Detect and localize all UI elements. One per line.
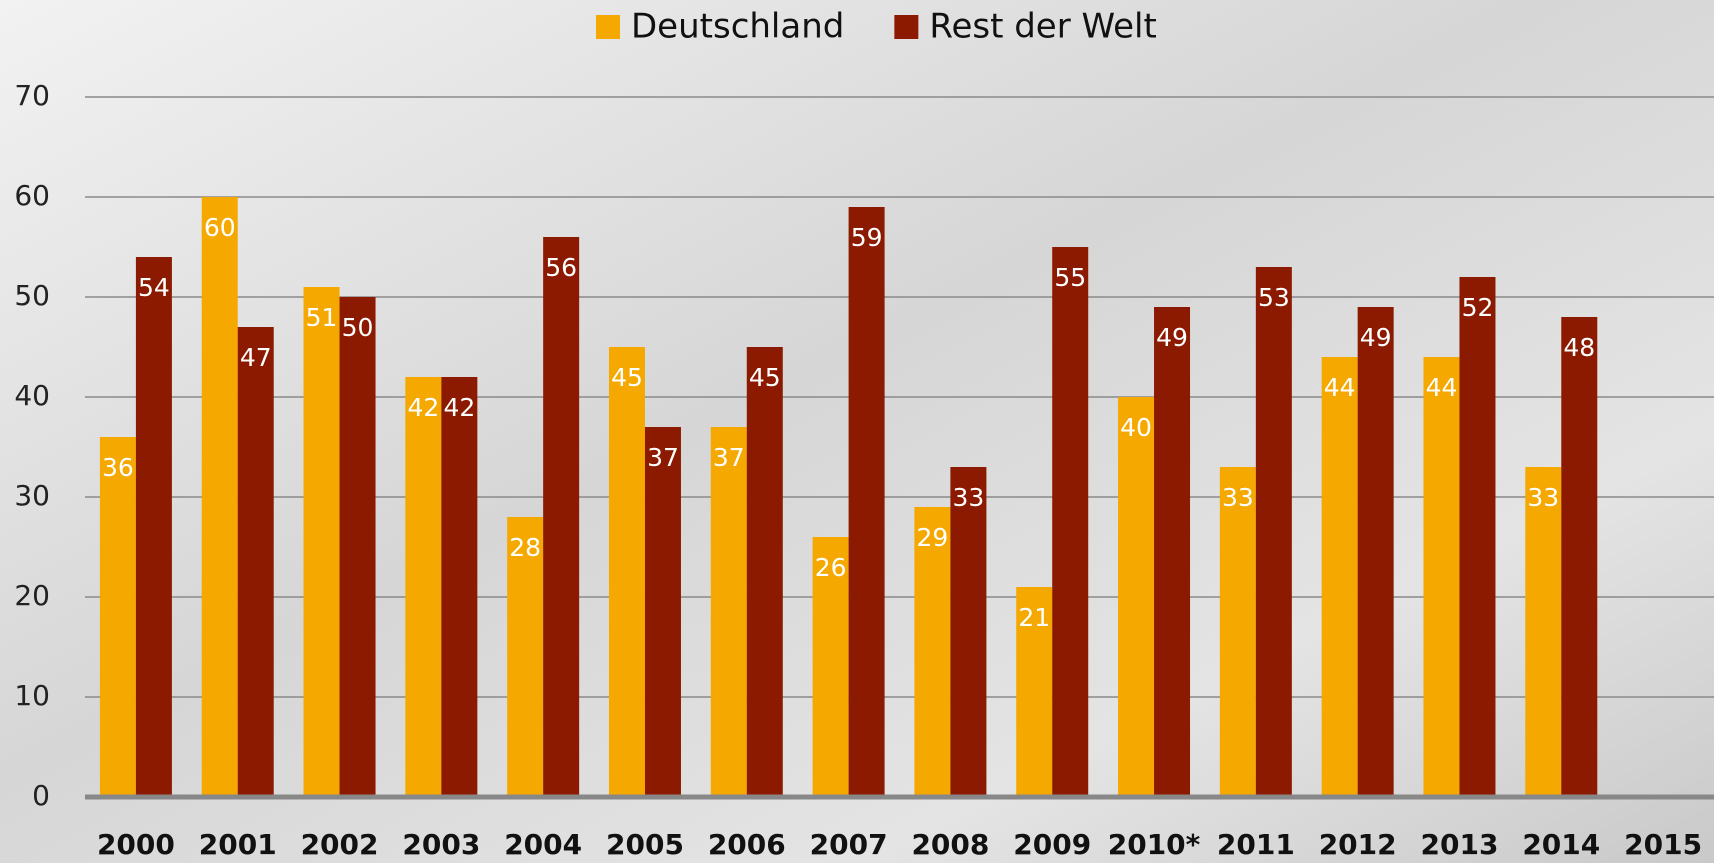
value-label: 53 <box>1258 283 1290 312</box>
x-tick-label: 2005 <box>606 828 684 861</box>
value-label: 40 <box>1120 413 1152 442</box>
x-tick-label: 2015 <box>1624 828 1702 861</box>
x-tick-label: 2004 <box>504 828 582 861</box>
bar <box>100 437 136 797</box>
x-tick-label: 2014 <box>1522 828 1600 861</box>
x-tick-label: 2008 <box>911 828 989 861</box>
y-tick-label: 70 <box>14 79 50 112</box>
y-tick-label: 20 <box>14 579 50 612</box>
value-label: 33 <box>1222 483 1254 512</box>
value-label: 42 <box>443 393 475 422</box>
legend-label: Rest der Welt <box>929 7 1156 47</box>
bar <box>1358 307 1394 797</box>
bar <box>609 347 645 797</box>
y-tick-label: 0 <box>32 779 50 812</box>
value-label: 21 <box>1018 603 1050 632</box>
value-label: 33 <box>1527 483 1559 512</box>
value-label: 47 <box>240 343 272 372</box>
bar <box>304 287 340 797</box>
page: 0 10 20 30 40 50 60 70 Deutschland Rest der Welt 2… <box>0 0 1714 863</box>
legend-swatch <box>596 15 620 39</box>
bar <box>1525 467 1561 797</box>
value-label: 26 <box>815 553 847 582</box>
x-tick-label: 2009 <box>1013 828 1091 861</box>
x-tick-label: 2000 <box>97 828 175 861</box>
value-label: 44 <box>1426 373 1458 402</box>
bar <box>747 347 783 797</box>
bar <box>1256 267 1292 797</box>
x-tick-label: 2012 <box>1319 828 1397 861</box>
value-label: 54 <box>138 273 170 302</box>
legend-label: Deutschland <box>631 7 844 47</box>
legend-swatch <box>894 15 918 39</box>
x-tick-label: 2010* <box>1108 828 1201 861</box>
bar <box>849 207 885 797</box>
y-tick-label: 60 <box>14 179 50 212</box>
bar <box>1220 467 1256 797</box>
value-label: 29 <box>917 523 949 552</box>
x-tick-label: 2013 <box>1421 828 1499 861</box>
value-label: 60 <box>204 213 236 242</box>
value-label: 55 <box>1054 263 1086 292</box>
x-tick-label: 2003 <box>402 828 480 861</box>
x-tick-label: 2011 <box>1217 828 1295 861</box>
value-label: 49 <box>1360 323 1392 352</box>
value-label: 36 <box>102 453 134 482</box>
value-label: 49 <box>1156 323 1188 352</box>
y-tick-label: 30 <box>14 479 50 512</box>
value-label: 51 <box>306 303 338 332</box>
value-label: 45 <box>611 363 643 392</box>
bar <box>1561 317 1597 797</box>
bar <box>340 297 376 797</box>
value-label: 44 <box>1324 373 1356 402</box>
bar <box>1459 277 1495 797</box>
bar <box>238 327 274 797</box>
bar <box>1423 357 1459 797</box>
bar <box>441 377 477 797</box>
x-tick-label: 2006 <box>708 828 786 861</box>
x-tick-label: 2002 <box>301 828 379 861</box>
y-tick-label: 10 <box>14 679 50 712</box>
bar <box>1118 397 1154 797</box>
value-label: 37 <box>713 443 745 472</box>
bar <box>1322 357 1358 797</box>
bar <box>1154 307 1190 797</box>
value-label: 45 <box>749 363 781 392</box>
value-label: 33 <box>953 483 985 512</box>
bar <box>950 467 986 797</box>
value-label: 56 <box>545 253 577 282</box>
value-label: 42 <box>407 393 439 422</box>
bar <box>1052 247 1088 797</box>
x-tick-label: 2001 <box>199 828 277 861</box>
value-label: 48 <box>1563 333 1595 362</box>
chart: 0 10 20 30 40 50 60 70 Deutschland Rest der Welt 2… <box>0 0 1714 863</box>
bar <box>711 427 747 797</box>
y-tick-label: 40 <box>14 379 50 412</box>
value-label: 52 <box>1462 293 1494 322</box>
bar <box>136 257 172 797</box>
value-label: 37 <box>647 443 679 472</box>
bar <box>405 377 441 797</box>
y-tick-label: 50 <box>14 279 50 312</box>
value-label: 59 <box>851 223 883 252</box>
x-tick-label: 2007 <box>810 828 888 861</box>
bar <box>543 237 579 797</box>
value-label: 50 <box>342 313 374 342</box>
value-label: 28 <box>509 533 541 562</box>
bar <box>645 427 681 797</box>
bar <box>202 197 238 797</box>
